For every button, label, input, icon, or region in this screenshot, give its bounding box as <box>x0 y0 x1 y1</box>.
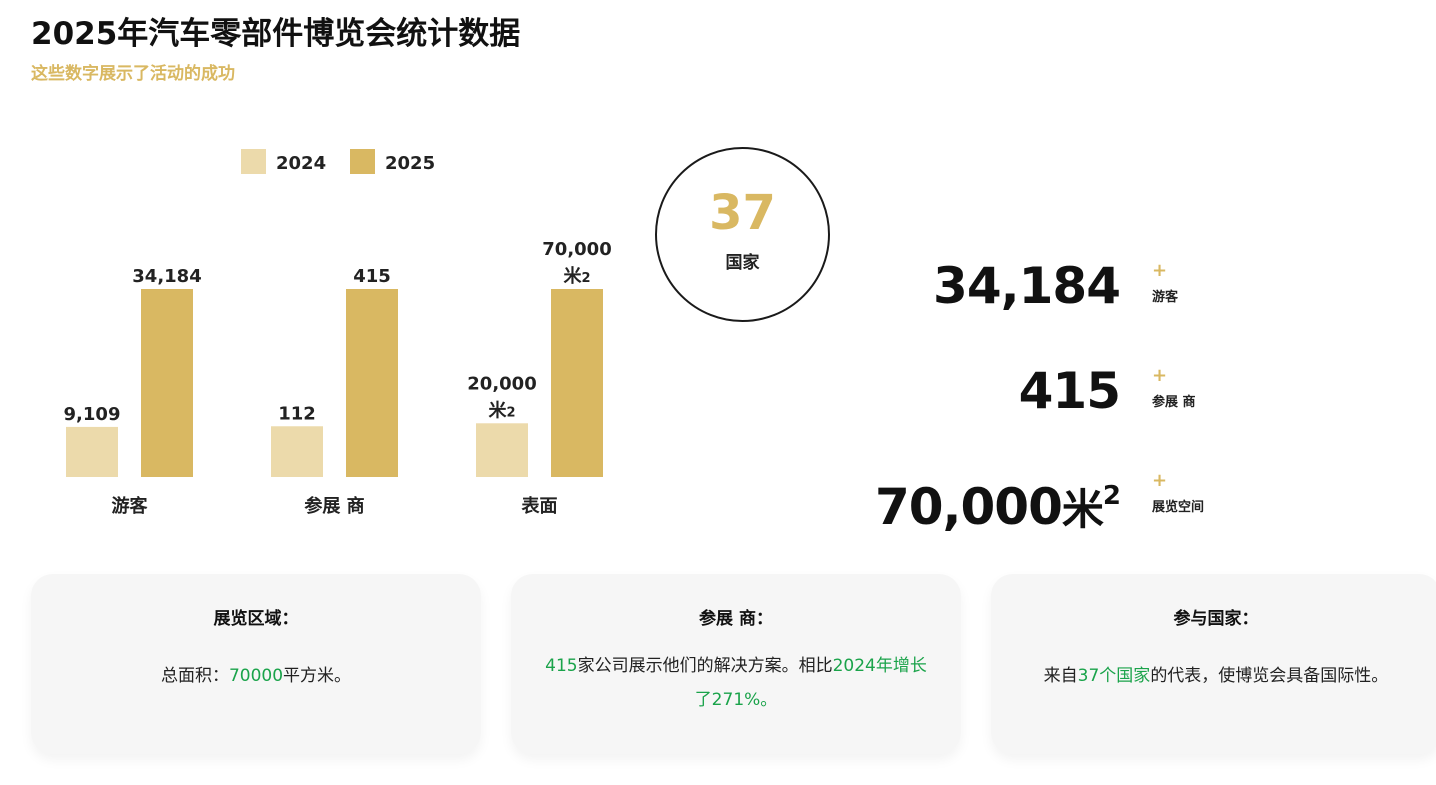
bar-2025-0 <box>141 289 193 477</box>
data-label-2024-0: 9,109 <box>64 404 121 425</box>
stat-exhibitors-label: 参展 商 <box>1152 395 1196 410</box>
card-highlight: 37个国家 <box>1077 666 1151 686</box>
stat-visitors-side: + 游客 <box>1152 260 1179 306</box>
page-title: 2025年汽车零部件博览会统计数据 <box>31 16 521 52</box>
stat-area-value: 70,000米2 <box>874 478 1121 536</box>
bar-2025-2 <box>551 289 603 477</box>
bar-2024-1 <box>271 426 323 477</box>
card-text: 平方米。 <box>283 666 352 686</box>
legend-label-2025: 2025 <box>385 153 435 174</box>
countries-circle: 37 国家 <box>655 147 830 322</box>
data-label-2025-2: 70,000 <box>542 239 611 260</box>
data-label-2025-1: 415 <box>353 266 391 287</box>
card-text: 的代表，使博览会具备国际性。 <box>1150 666 1389 686</box>
countries-label: 国家 <box>725 252 760 273</box>
category-label-0: 游客 <box>112 495 149 517</box>
card-title: 参展 商： <box>699 609 773 629</box>
legend-swatch-2025 <box>350 149 375 174</box>
data-label-2024-1: 112 <box>278 403 316 424</box>
card-body: 来自37个国家的代表，使博览会具备国际性。 <box>991 659 1436 693</box>
card-title: 展览区域： <box>213 609 299 629</box>
card-highlight: 70000 <box>228 666 284 686</box>
countries-count: 37 <box>709 185 776 241</box>
card-exhibition-area: 展览区域： 总面积：70000平方米。 <box>31 574 481 754</box>
card-highlight: 2024年增长了271%。 <box>694 656 927 710</box>
bar-2024-0 <box>66 426 118 477</box>
stat-area-label: 展览空间 <box>1152 500 1205 515</box>
stat-area-side: + 展览空间 <box>1152 470 1205 516</box>
stat-exhibitors-side: + 参展 商 <box>1152 365 1196 411</box>
bar-2024-2 <box>476 423 528 477</box>
card-title: 参与国家： <box>1173 609 1259 629</box>
category-label-2: 表面 <box>522 495 558 517</box>
legend-swatch-2024 <box>241 149 266 174</box>
card-text: 总面积： <box>160 666 229 686</box>
legend-label-2024: 2024 <box>276 153 326 174</box>
category-label-1: 参展 商 <box>304 495 364 517</box>
plus-icon: + <box>1152 260 1168 281</box>
data-label-2025-0: 34,184 <box>132 266 201 287</box>
plus-icon: + <box>1152 470 1168 491</box>
card-body: 总面积：70000平方米。 <box>31 659 481 693</box>
card-countries: 参与国家： 来自37个国家的代表，使博览会具备国际性。 <box>991 574 1436 754</box>
card-text: 来自 <box>1043 666 1078 686</box>
page-subtitle: 这些数字展示了活动的成功 <box>31 64 235 84</box>
data-label-unit-2024-2: 米2 <box>488 399 515 421</box>
plus-icon: + <box>1152 365 1168 386</box>
stat-exhibitors-value: 415 <box>1018 362 1121 420</box>
data-label-unit-2025-2: 米2 <box>563 265 590 287</box>
data-label-2024-2: 20,000 <box>467 373 536 394</box>
card-exhibitors: 参展 商： 415家公司展示他们的解决方案。相比2024年增长了271%。 <box>511 574 961 754</box>
stat-area-unit: 米2 <box>1061 481 1121 534</box>
header: 2025年汽车零部件博览会统计数据 这些数字展示了活动的成功 <box>31 8 520 84</box>
bar-chart: 2024 2025 9,109 34,184 游客 112 415 参展 商 20,000 米2 7… <box>64 149 612 517</box>
card-body: 415家公司展示他们的解决方案。相比2024年增长了271%。 <box>511 649 961 717</box>
stat-visitors-label: 游客 <box>1152 290 1179 305</box>
bar-2025-1 <box>346 289 398 477</box>
card-highlight: 415 <box>545 656 578 676</box>
card-text: 家公司展示他们的解决方案。相比 <box>577 656 833 676</box>
stat-visitors-value: 34,184 <box>933 257 1121 315</box>
